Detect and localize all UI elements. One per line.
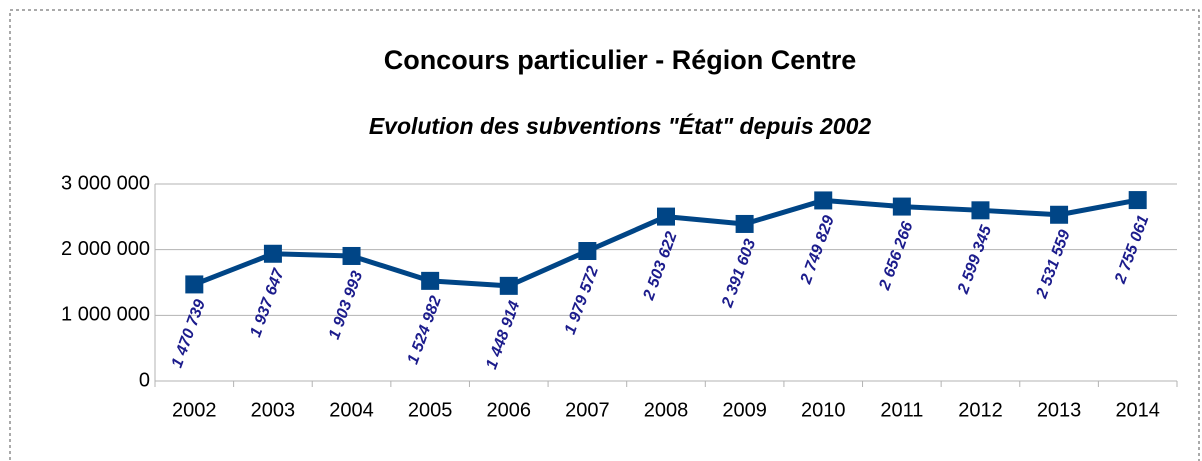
y-tick-label: 3 000 000 [61, 172, 150, 194]
value-label: 2 656 266 [876, 219, 917, 293]
x-tick-label: 2005 [408, 399, 453, 421]
marker [185, 275, 204, 294]
value-label: 2 531 559 [1033, 228, 1074, 302]
value-label: 1 979 572 [562, 264, 602, 337]
y-tick-label: 2 000 000 [61, 238, 150, 260]
marker [499, 276, 518, 295]
marker [342, 246, 361, 265]
frame [9, 9, 1200, 461]
y-tick-label: 0 [139, 369, 150, 391]
value-label: 1 937 647 [247, 266, 288, 340]
marker [263, 244, 282, 263]
x-tick-label: 2013 [1037, 399, 1082, 421]
value-label: 1 448 914 [483, 299, 523, 372]
x-tick-label: 2009 [722, 399, 767, 421]
x-tick-label: 2014 [1115, 399, 1160, 421]
y-tick-label: 1 000 000 [61, 304, 150, 326]
marker [735, 214, 754, 233]
x-tick-label: 2003 [251, 399, 296, 421]
x-tick-label: 2006 [487, 399, 532, 421]
value-label: 1 524 982 [405, 294, 445, 367]
value-label: 2 503 622 [640, 230, 681, 304]
x-tick-label: 2007 [565, 399, 610, 421]
value-label: 1 903 993 [326, 269, 366, 342]
marker [657, 207, 675, 226]
value-label: 2 599 345 [955, 222, 996, 297]
marker [1128, 191, 1147, 210]
marker [971, 201, 990, 220]
marker [421, 271, 440, 290]
x-tick-label: 2008 [644, 399, 689, 421]
marker [814, 191, 833, 210]
value-label: 1 470 739 [169, 297, 209, 370]
x-tick-label: 2012 [958, 399, 1003, 421]
marker [578, 242, 597, 261]
value-label: 2 391 603 [719, 237, 760, 311]
marker [1050, 205, 1069, 224]
x-tick-label: 2011 [880, 399, 923, 421]
x-tick-label: 2004 [329, 399, 374, 421]
value-label: 2 749 829 [797, 213, 838, 287]
chart-subtitle: Evolution des subventions "État" depuis … [369, 112, 872, 139]
chart-title: Concours particulier - Région Centre [384, 45, 857, 75]
marker [892, 197, 911, 216]
x-tick-label: 2002 [172, 399, 217, 421]
x-tick-label: 2010 [801, 399, 846, 421]
